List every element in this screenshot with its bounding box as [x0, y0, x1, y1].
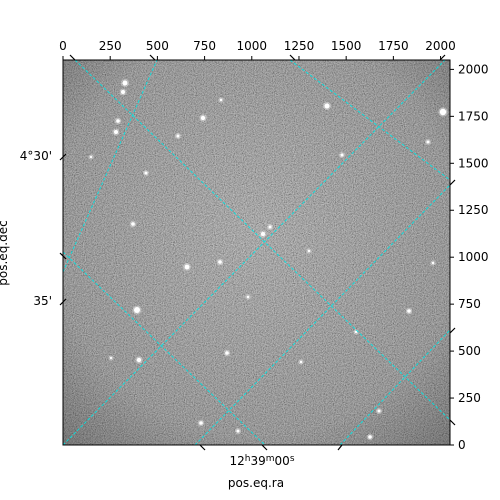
- star: [340, 153, 344, 157]
- wcs-tick: [289, 54, 296, 61]
- x-tick-label: 2000: [425, 39, 456, 53]
- star: [122, 80, 128, 86]
- x-tick-label: 750: [193, 39, 216, 53]
- y-axis-title: pos.eq.dec: [0, 220, 10, 285]
- star: [225, 351, 229, 355]
- wcs-tick: [439, 54, 446, 61]
- y-tick-label: 0: [458, 438, 466, 452]
- grid-line: [194, 184, 450, 445]
- x-tick-label: 250: [99, 39, 122, 53]
- star: [439, 108, 447, 116]
- star: [236, 429, 240, 433]
- stars: [88, 79, 448, 441]
- star: [261, 232, 265, 236]
- wcs-tick: [199, 444, 206, 451]
- wcs-tick: [59, 153, 67, 161]
- star: [89, 155, 93, 159]
- grid-line: [63, 60, 446, 445]
- wcs-ticks: [59, 54, 456, 451]
- x-tick-label: 500: [146, 39, 169, 53]
- x-axis-title: pos.eq.ra: [228, 476, 284, 490]
- y-tick-label: 750: [458, 297, 481, 311]
- wcs-tick: [59, 298, 67, 306]
- wcs-tick: [261, 444, 268, 451]
- coordinate-grid: [63, 60, 450, 445]
- grid-line: [63, 60, 158, 273]
- wcs-tick: [449, 179, 456, 186]
- star: [184, 264, 190, 270]
- grid-line: [63, 251, 266, 445]
- y-axis-right: 0 250 500 750 1000 1250 1500 1750 2000: [450, 62, 489, 452]
- star: [131, 222, 135, 226]
- star: [377, 409, 381, 413]
- star: [114, 130, 118, 134]
- x-tick-label: 1000: [237, 39, 268, 53]
- star: [368, 435, 372, 439]
- star: [200, 115, 206, 121]
- grid-line: [339, 329, 450, 445]
- star: [324, 103, 330, 109]
- star: [268, 225, 272, 229]
- star: [109, 356, 113, 360]
- y-tick-label: 500: [458, 344, 481, 358]
- star: [218, 260, 222, 264]
- x-tick-label: 1500: [331, 39, 362, 53]
- image-area: [63, 60, 450, 445]
- star: [176, 134, 180, 138]
- x-tick-label: 1250: [284, 39, 315, 53]
- star: [219, 98, 223, 102]
- star: [144, 171, 148, 175]
- y-tick-label: 1000: [458, 250, 489, 264]
- star: [426, 140, 430, 144]
- star: [407, 309, 411, 313]
- star: [307, 249, 311, 253]
- y-tick-label: 2000: [458, 62, 489, 76]
- wcs-tick: [337, 444, 343, 451]
- x-tick-label: 0: [59, 39, 67, 53]
- star: [136, 357, 142, 363]
- grid-line: [74, 60, 450, 421]
- y-tick-label: 1250: [458, 203, 489, 217]
- x-tick-label: 1750: [378, 39, 409, 53]
- star: [116, 119, 120, 123]
- wcs-tick: [69, 54, 76, 61]
- star: [299, 360, 303, 364]
- star: [354, 330, 358, 334]
- y-tick-label: 1500: [458, 156, 489, 170]
- plot-frame: [62, 59, 451, 446]
- star: [134, 307, 140, 313]
- wcs-tick: [449, 419, 456, 426]
- wcs-tick: [149, 54, 156, 61]
- star: [431, 261, 435, 265]
- dec-tick-label-0: 4°30': [20, 149, 52, 163]
- dec-tick-label-1: 35': [33, 294, 52, 308]
- y-tick-label: 250: [458, 391, 481, 405]
- ra-tick-label: 12h39m00s: [229, 454, 294, 468]
- star: [121, 90, 125, 94]
- star: [199, 421, 203, 425]
- y-tick-label: 1750: [458, 109, 489, 123]
- grid-line: [289, 60, 450, 181]
- star: [246, 295, 250, 299]
- x-axis-top: 0 250 500 750 1000 1250 1500 1750 2000: [59, 39, 456, 60]
- wcs-tick: [449, 327, 456, 334]
- wcs-tick: [59, 252, 67, 260]
